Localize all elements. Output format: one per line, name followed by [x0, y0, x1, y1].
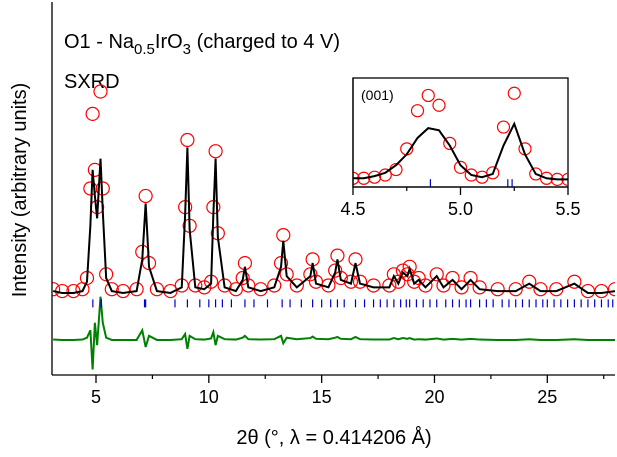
inset-label: (001) — [361, 87, 394, 103]
y-axis-label: Intensity (arbitrary units) — [9, 83, 31, 298]
difference-line — [53, 297, 615, 370]
panel-label: SXRD — [64, 71, 120, 93]
observed-point — [595, 285, 608, 298]
observed-point — [86, 107, 99, 120]
chart-title: O1 - Na0.5IrO3 (charged to 4 V) — [64, 31, 340, 58]
x-tick-label: 5 — [91, 387, 101, 407]
observed-point — [209, 145, 222, 158]
observed-point — [491, 283, 504, 296]
x-tick-label: 20 — [424, 387, 444, 407]
observed-point — [139, 189, 152, 202]
title-part: O1 - Na — [64, 31, 135, 53]
observed-point — [473, 281, 486, 294]
x-tick-label: 25 — [537, 387, 557, 407]
observed-point — [181, 134, 194, 147]
x-axis-label: 2θ (°, λ = 0.414206 Å) — [236, 426, 431, 449]
x-tick-label: 4.5 — [340, 199, 365, 219]
title-part: 0.5 — [134, 41, 155, 58]
observed-point — [581, 285, 594, 298]
x-tick-label: 15 — [312, 387, 332, 407]
x-tick-label: 10 — [199, 387, 219, 407]
observed-point — [277, 229, 290, 242]
title-part: 3 — [183, 41, 191, 58]
observed-point — [47, 283, 60, 296]
title-part: (charged to 4 V) — [191, 31, 340, 53]
x-tick-label: 5.5 — [555, 199, 580, 219]
observed-point — [609, 283, 617, 296]
title-part: IrO — [155, 31, 183, 53]
x-tick-label: 5.0 — [448, 199, 473, 219]
